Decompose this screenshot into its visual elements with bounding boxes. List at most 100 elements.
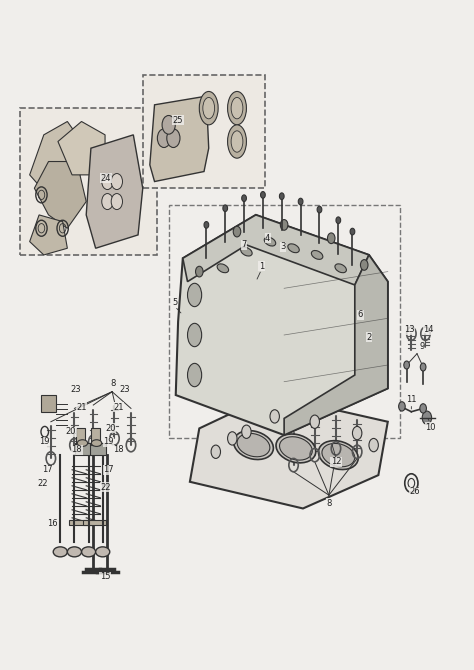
- Text: 14: 14: [423, 325, 434, 334]
- Text: 18: 18: [113, 446, 124, 454]
- Circle shape: [353, 426, 362, 440]
- Ellipse shape: [311, 251, 323, 259]
- Circle shape: [102, 174, 113, 190]
- Ellipse shape: [188, 363, 201, 387]
- Text: 19: 19: [39, 438, 50, 446]
- Ellipse shape: [82, 547, 96, 557]
- Text: 8: 8: [326, 498, 332, 508]
- Ellipse shape: [53, 547, 67, 557]
- Text: 6: 6: [358, 310, 363, 320]
- Circle shape: [162, 115, 175, 134]
- Circle shape: [350, 228, 355, 235]
- Polygon shape: [284, 255, 388, 435]
- Text: 23: 23: [119, 385, 130, 394]
- Text: 15: 15: [100, 572, 110, 581]
- Circle shape: [223, 205, 228, 212]
- Circle shape: [242, 425, 251, 438]
- Circle shape: [242, 195, 246, 202]
- Ellipse shape: [264, 237, 276, 246]
- Bar: [91, 428, 100, 445]
- Circle shape: [328, 233, 335, 244]
- Text: 10: 10: [425, 423, 436, 431]
- Ellipse shape: [335, 264, 346, 273]
- Circle shape: [420, 404, 427, 413]
- Circle shape: [211, 445, 220, 458]
- Text: 13: 13: [404, 325, 414, 334]
- Circle shape: [111, 174, 122, 190]
- Ellipse shape: [241, 247, 252, 256]
- Text: 12: 12: [331, 457, 341, 466]
- Text: 5: 5: [172, 298, 177, 308]
- Ellipse shape: [288, 244, 299, 253]
- Bar: [41, 395, 55, 412]
- Text: 2: 2: [366, 332, 372, 342]
- FancyBboxPatch shape: [20, 108, 157, 255]
- Circle shape: [369, 438, 378, 452]
- Bar: [76, 428, 85, 445]
- Bar: [75, 443, 92, 455]
- Polygon shape: [150, 96, 209, 182]
- Text: 21: 21: [113, 403, 124, 411]
- Circle shape: [420, 363, 426, 371]
- Ellipse shape: [237, 433, 270, 457]
- Text: 22: 22: [37, 478, 48, 488]
- Circle shape: [270, 410, 279, 423]
- Ellipse shape: [217, 264, 228, 273]
- Text: 1: 1: [259, 262, 264, 271]
- Ellipse shape: [67, 547, 82, 557]
- Ellipse shape: [91, 440, 102, 446]
- Polygon shape: [58, 121, 105, 175]
- Text: 9: 9: [419, 342, 424, 351]
- Polygon shape: [30, 215, 67, 255]
- Circle shape: [404, 361, 410, 369]
- Text: 22: 22: [101, 482, 111, 492]
- Ellipse shape: [231, 97, 243, 119]
- Circle shape: [233, 226, 241, 237]
- Circle shape: [261, 192, 265, 198]
- Text: 18: 18: [72, 446, 82, 454]
- Text: 3: 3: [281, 243, 286, 251]
- Bar: [83, 520, 107, 525]
- Circle shape: [157, 129, 171, 147]
- Circle shape: [279, 193, 284, 200]
- Circle shape: [317, 206, 322, 213]
- Polygon shape: [35, 161, 86, 228]
- Ellipse shape: [319, 441, 358, 470]
- Ellipse shape: [228, 125, 246, 158]
- Circle shape: [310, 415, 319, 428]
- Ellipse shape: [234, 431, 273, 460]
- Ellipse shape: [77, 440, 88, 446]
- Circle shape: [422, 411, 432, 424]
- Circle shape: [102, 194, 113, 210]
- Polygon shape: [183, 215, 369, 285]
- Circle shape: [280, 220, 288, 230]
- Text: 17: 17: [103, 465, 114, 474]
- Bar: [69, 520, 92, 525]
- Text: 17: 17: [42, 465, 53, 474]
- Ellipse shape: [199, 92, 218, 125]
- Circle shape: [298, 198, 303, 205]
- Text: 19: 19: [104, 438, 114, 446]
- Ellipse shape: [203, 97, 215, 119]
- Text: 20: 20: [105, 424, 116, 433]
- Ellipse shape: [188, 283, 201, 307]
- Circle shape: [204, 222, 209, 228]
- Ellipse shape: [322, 444, 355, 467]
- Bar: [90, 443, 107, 455]
- Circle shape: [111, 194, 122, 210]
- Ellipse shape: [188, 324, 201, 346]
- Text: 25: 25: [173, 116, 183, 125]
- Circle shape: [360, 259, 368, 270]
- Polygon shape: [30, 121, 86, 202]
- Circle shape: [399, 402, 405, 411]
- Circle shape: [336, 217, 341, 224]
- Text: 8: 8: [110, 379, 116, 387]
- Ellipse shape: [96, 547, 110, 557]
- Text: 26: 26: [410, 487, 420, 496]
- Text: 16: 16: [47, 519, 58, 528]
- Text: 11: 11: [406, 395, 417, 404]
- Ellipse shape: [280, 437, 312, 460]
- Text: 7: 7: [241, 241, 247, 249]
- Text: 21: 21: [76, 403, 87, 411]
- Polygon shape: [190, 395, 388, 509]
